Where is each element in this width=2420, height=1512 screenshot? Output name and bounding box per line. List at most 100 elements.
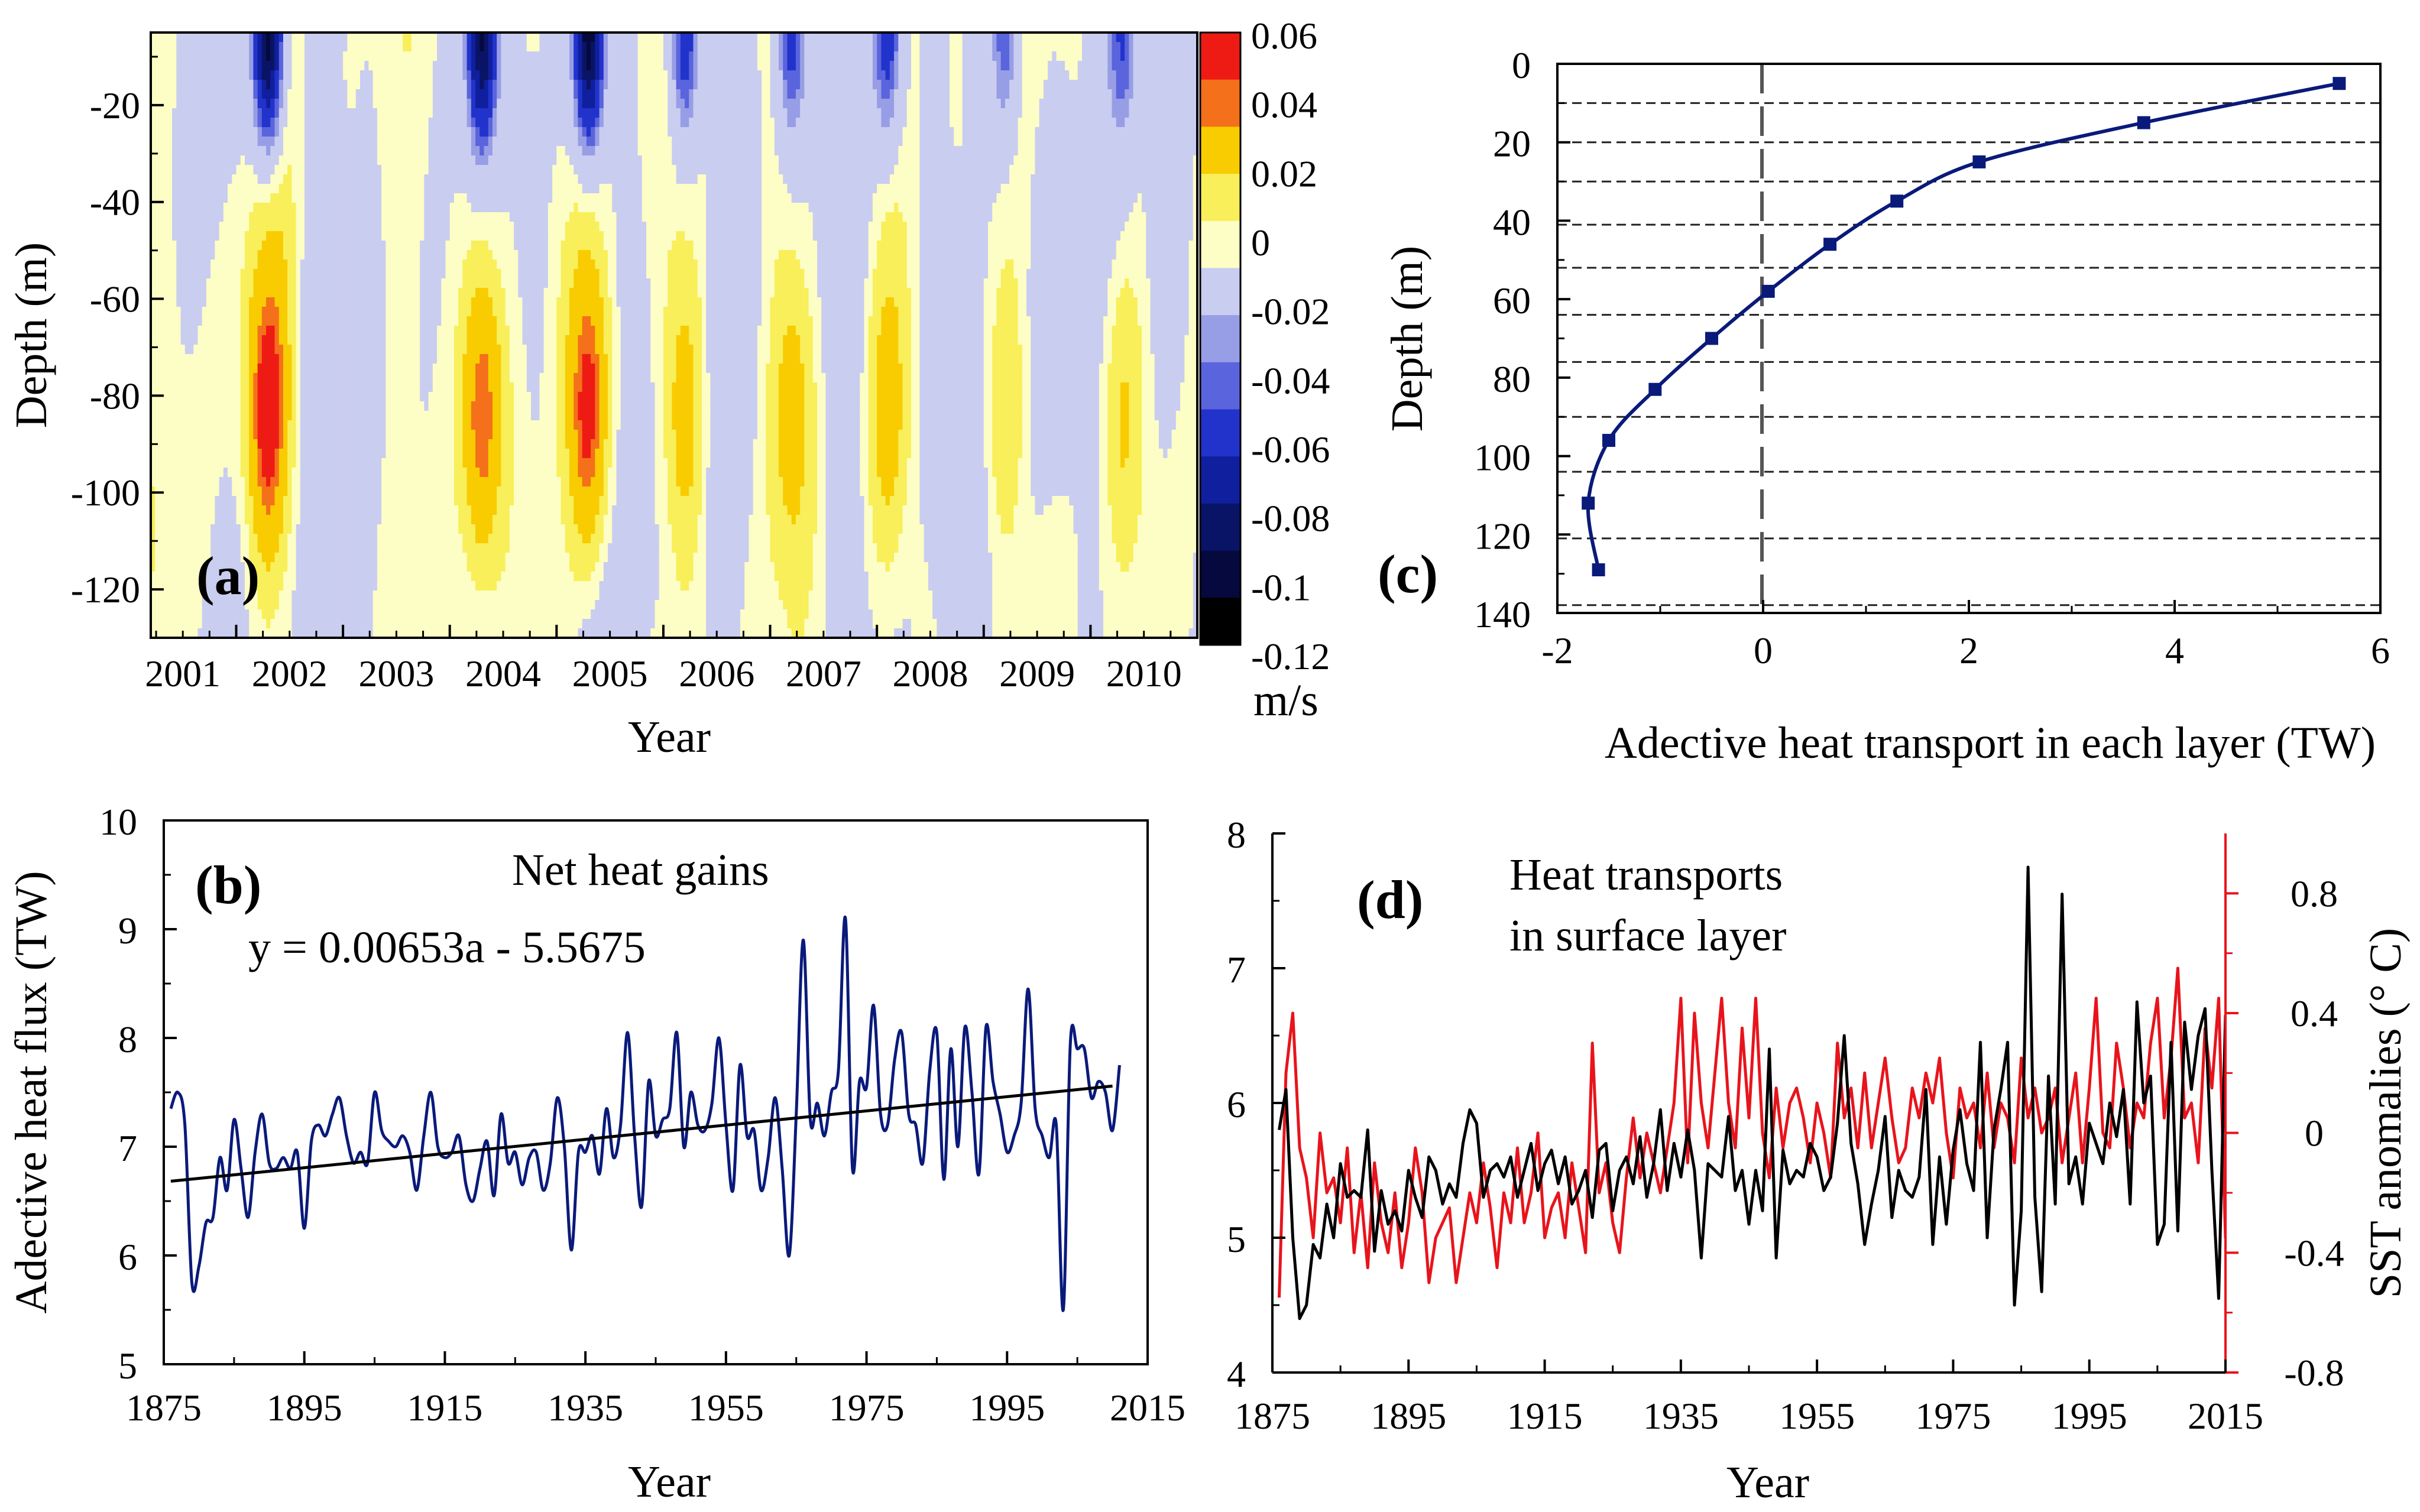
heatmap-cell [155,193,160,203]
heatmap-cell [184,165,190,175]
heatmap-cell [215,61,220,71]
heatmap-cell [172,269,177,279]
heatmap-cell [343,89,348,99]
heatmap-cell [206,42,211,52]
heatmap-cell [330,316,335,326]
heatmap-cell [244,278,250,288]
heatmap-cell [317,477,322,487]
heatmap-cell [197,203,203,213]
heatmap-cell [189,127,195,137]
heatmap-cell [270,174,276,184]
heatmap-cell [163,212,169,222]
heatmap-cell [296,118,301,128]
heatmap-cell [445,590,451,601]
heatmap-cell [270,155,276,166]
heatmap-cell [266,231,271,241]
heatmap-cell [411,543,416,553]
heatmap-cell [364,165,370,175]
heatmap-cell [381,411,387,421]
heatmap-cell [304,127,310,137]
heatmap-cell [343,231,348,241]
heatmap-cell [449,486,455,497]
heatmap-cell [385,524,391,534]
heatmap-cell [445,259,451,270]
heatmap-cell [437,269,442,279]
heatmap-cell [219,449,224,459]
heatmap-cell [210,581,216,591]
heatmap-cell [428,439,433,449]
heatmap-cell [385,241,391,251]
heatmap-cell [471,174,476,184]
heatmap-cell [253,99,258,109]
heatmap-cell [343,259,348,270]
heatmap-cell [347,486,352,497]
heatmap-cell [283,193,288,203]
heatmap-cell [399,42,404,52]
heatmap-cell [172,193,177,203]
heatmap-cell [176,505,182,515]
heatmap-cell [296,335,301,345]
heatmap-cell [385,534,391,544]
heatmap-cell [420,203,425,213]
heatmap-cell [236,515,241,525]
heatmap-cell [343,155,348,166]
heatmap-cell [458,212,464,222]
heatmap-cell [403,468,408,478]
heatmap-cell [343,354,348,364]
heatmap-cell [206,33,211,43]
heatmap-cell [206,127,211,137]
heatmap-cell [317,524,322,534]
heatmap-cell [210,572,216,582]
heatmap-cell [432,401,438,411]
heatmap-cell [360,250,365,260]
heatmap-cell [176,174,182,184]
heatmap-cell [338,212,344,222]
heatmap-cell [172,108,177,118]
heatmap-cell [283,174,288,184]
heatmap-cell [223,288,228,298]
heatmap-cell [274,477,280,487]
heatmap-cell [462,307,468,317]
heatmap-cell [253,241,258,251]
heatmap-cell [360,449,365,459]
heatmap-cell [445,184,451,194]
heatmap-cell [197,231,203,241]
heatmap-cell [223,553,228,563]
heatmap-cell [249,345,254,355]
heatmap-cell [296,458,301,468]
heatmap-cell [193,241,199,251]
heatmap-cell [390,609,395,619]
heatmap-cell [232,449,237,459]
heatmap-cell [453,609,459,619]
heatmap-cell [462,33,468,43]
heatmap-cell [441,70,446,80]
heatmap-cell [445,42,451,52]
heatmap-cell [155,118,160,128]
heatmap-cell [313,203,318,213]
heatmap-cell [236,326,241,336]
heatmap-cell [261,401,267,411]
heatmap-cell [480,316,485,326]
heatmap-cell [257,278,263,288]
heatmap-cell [155,420,160,430]
heatmap-cell [257,193,263,203]
heatmap-cell [228,99,233,109]
heatmap-cell [432,42,438,52]
heatmap-cell [364,354,370,364]
heatmap-cell [291,70,297,80]
heatmap-cell [321,590,326,601]
heatmap-cell [330,486,335,497]
heatmap-cell [249,269,254,279]
heatmap-cell [159,70,164,80]
heatmap-cell [420,99,425,109]
heatmap-cell [351,250,357,260]
heatmap-cell [197,354,203,364]
heatmap-cell [278,354,284,364]
heatmap-cell [411,165,416,175]
heatmap-cell [253,174,258,184]
heatmap-cell [338,99,344,109]
heatmap-cell [249,562,254,572]
heatmap-cell [411,468,416,478]
heatmap-cell [232,553,237,563]
heatmap-cell [159,543,164,553]
